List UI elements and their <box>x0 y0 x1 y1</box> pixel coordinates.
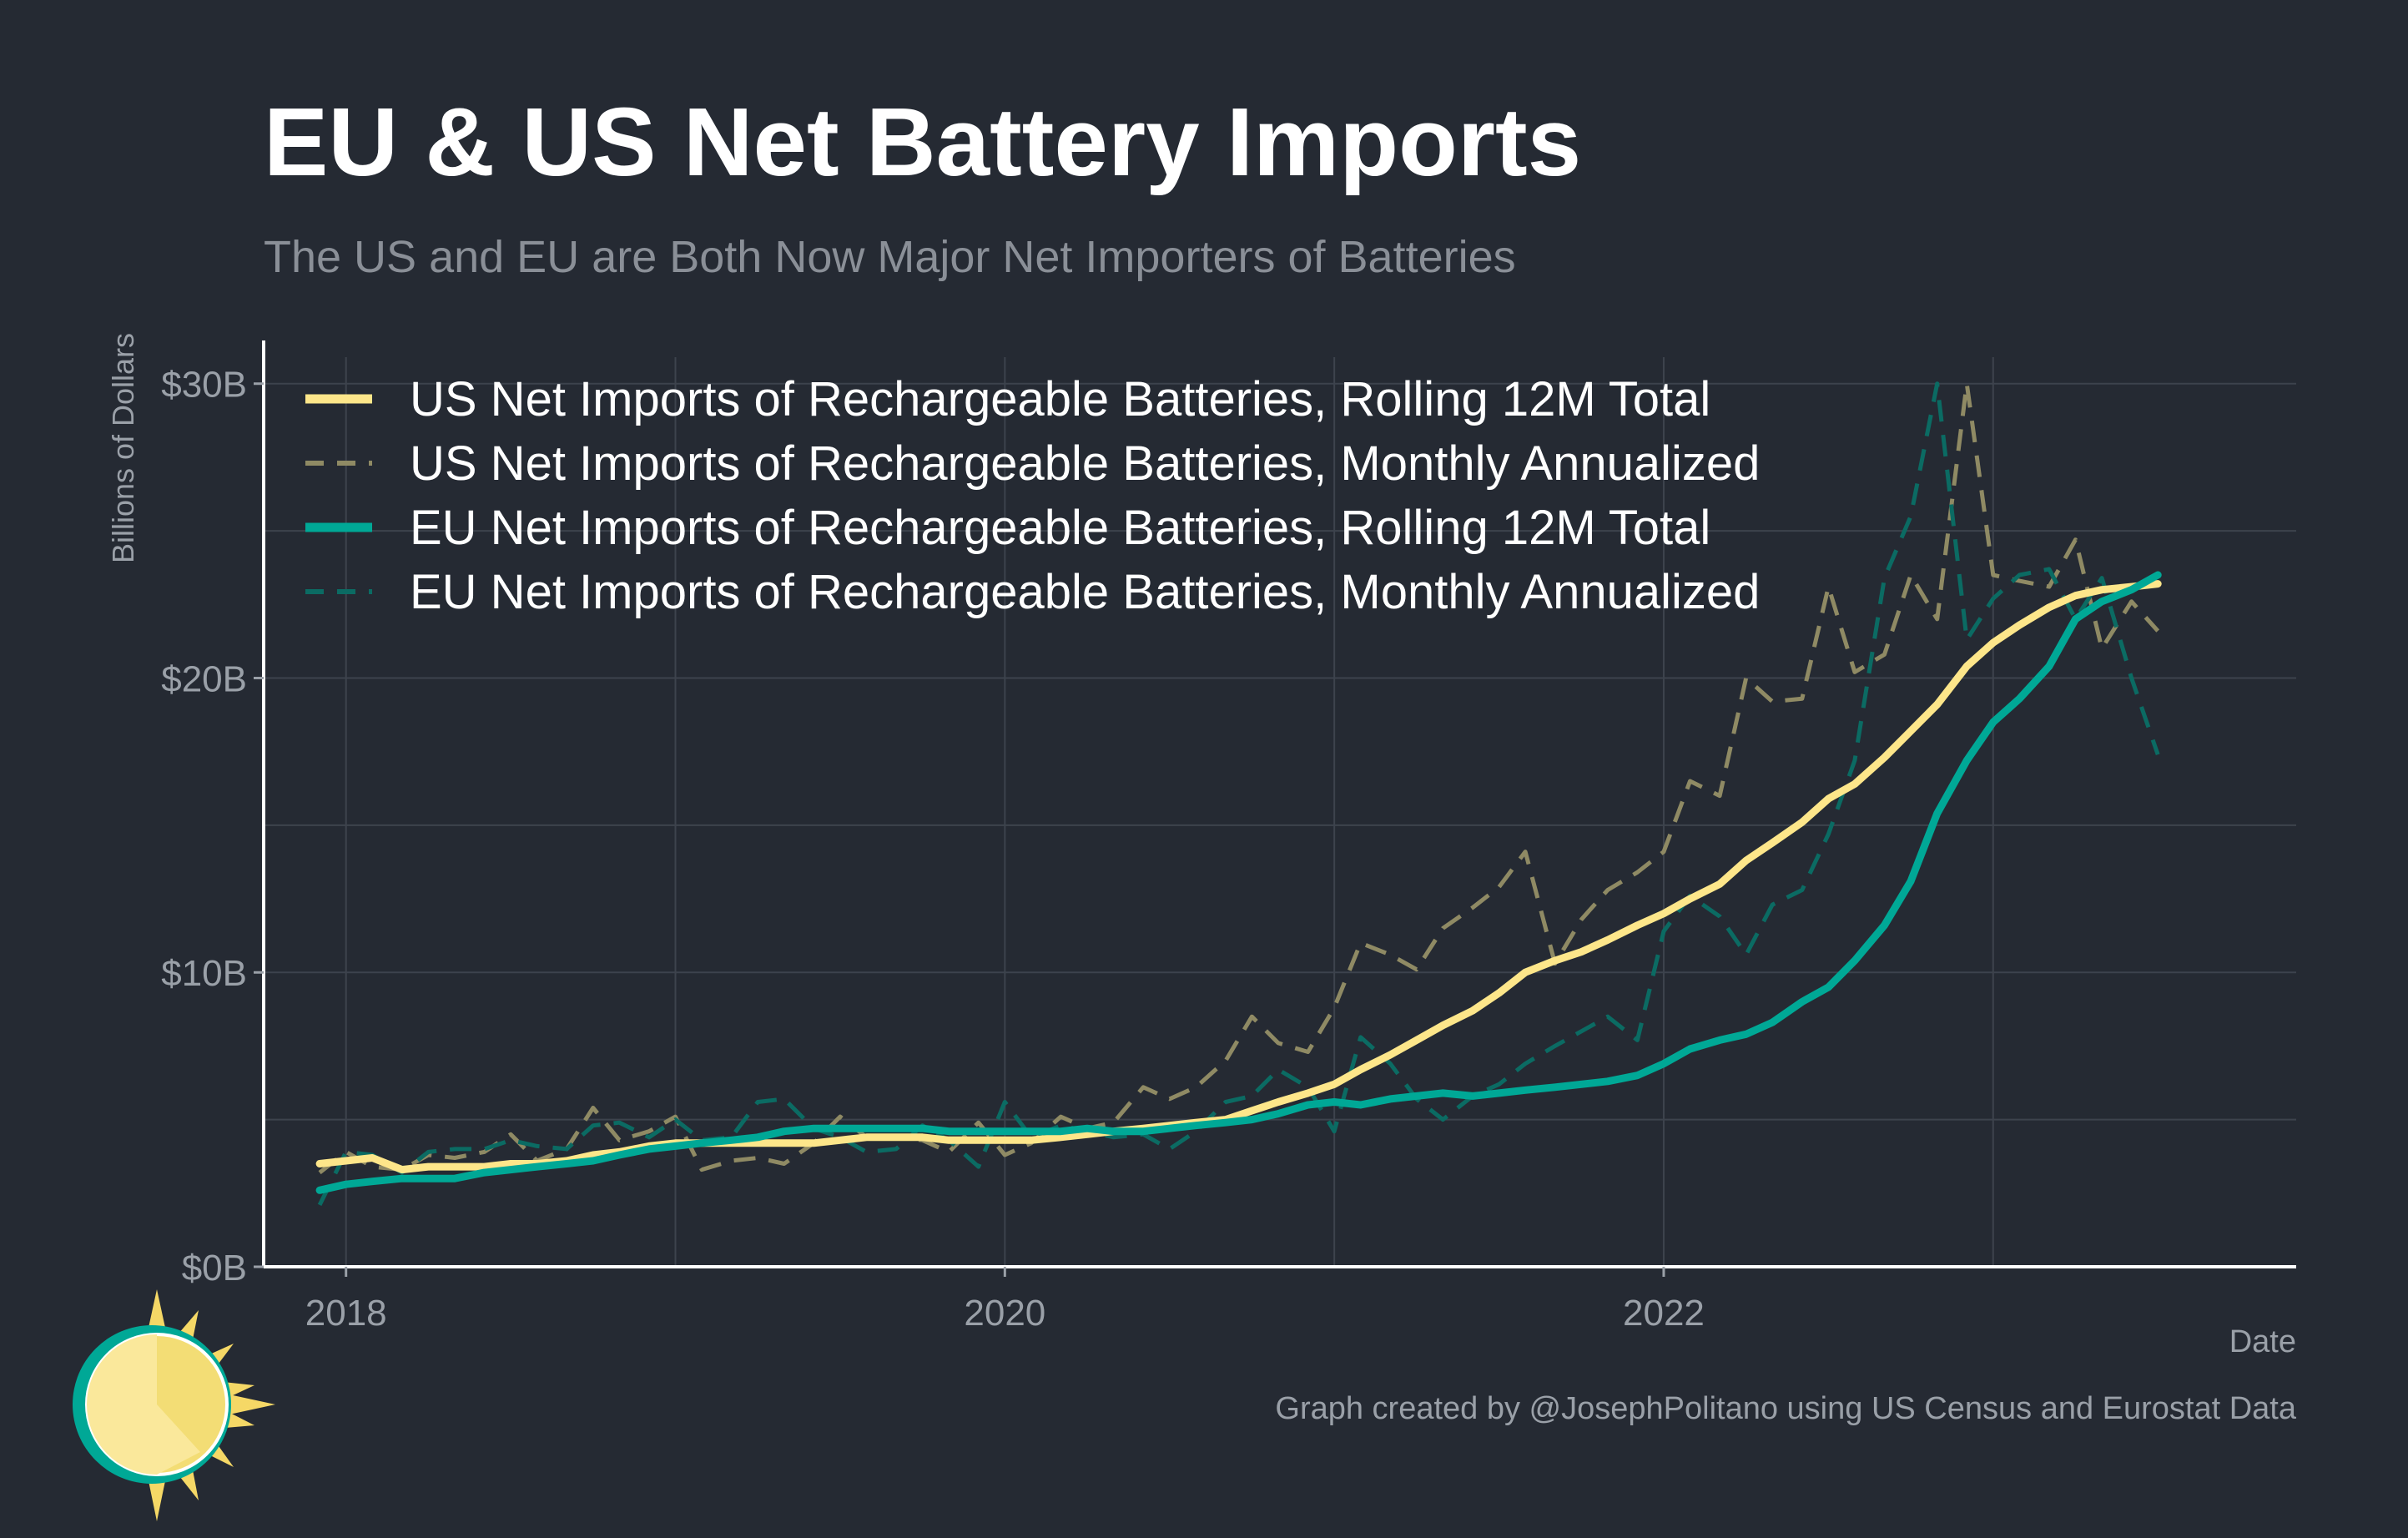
chart-title: EU & US Net Battery Imports <box>264 88 1581 196</box>
series-line-4 <box>317 381 2160 1207</box>
legend-label: EU Net Imports of Rechargeable Batteries… <box>410 501 1710 555</box>
y-tick-label: $20B <box>161 658 247 699</box>
legend-label: EU Net Imports of Rechargeable Batteries… <box>410 565 1760 619</box>
y-tick-label: $0B <box>182 1248 247 1288</box>
x-axis-label: Date <box>2229 1324 2296 1359</box>
legend-label: US Net Imports of Rechargeable Batteries… <box>410 372 1710 426</box>
x-tick-label: 2018 <box>305 1293 387 1334</box>
y-tick-label: $10B <box>161 953 247 994</box>
series-line-3 <box>315 571 2162 1194</box>
x-tick-label: 2022 <box>1623 1293 1705 1334</box>
series-line-1 <box>315 580 2162 1174</box>
x-tick-label: 2020 <box>964 1293 1045 1334</box>
series-lines <box>315 381 2162 1207</box>
chart-subtitle: The US and EU are Both Now Major Net Imp… <box>264 232 1516 282</box>
grid <box>264 357 2296 1267</box>
y-axis-label: Billions of Dollars <box>106 333 140 563</box>
legend: US Net Imports of Rechargeable Batteries… <box>305 372 1760 619</box>
sun-icon <box>73 1289 275 1521</box>
source-caption: Graph created by @JosephPolitano using U… <box>1275 1391 2296 1426</box>
axes: $0B $10B $20B $30B 2018 2020 2022 <box>161 340 2296 1334</box>
legend-label: US Net Imports of Rechargeable Batteries… <box>410 436 1760 491</box>
y-tick-label: $30B <box>161 365 247 406</box>
